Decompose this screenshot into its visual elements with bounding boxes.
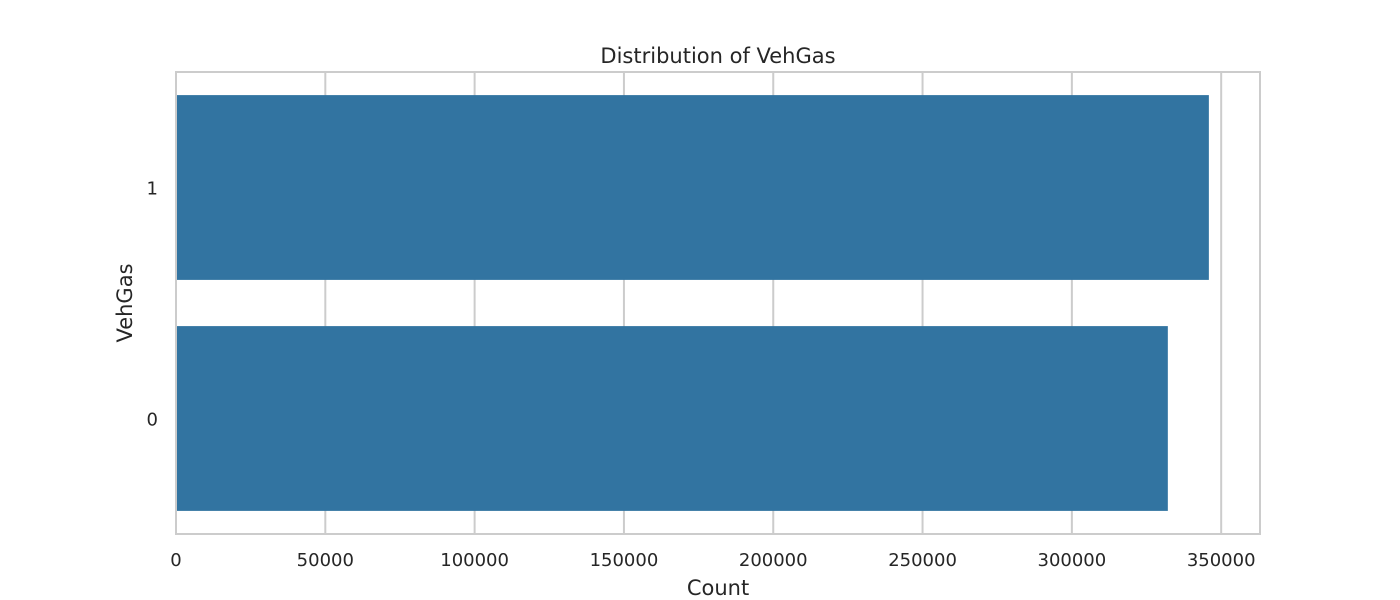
x-tick-label: 100000 bbox=[440, 550, 509, 571]
x-tick-label: 0 bbox=[170, 550, 181, 571]
x-tick-label: 250000 bbox=[888, 550, 957, 571]
bar-0 bbox=[176, 326, 1168, 511]
x-axis-ticks: 0 50000 100000 150000 200000 250000 300000 3500… bbox=[170, 550, 1255, 571]
x-tick-label: 150000 bbox=[590, 550, 659, 571]
bars bbox=[176, 95, 1209, 511]
y-axis-ticks: 10 bbox=[147, 179, 158, 431]
x-tick-label: 200000 bbox=[739, 550, 808, 571]
bar-1 bbox=[176, 95, 1209, 280]
x-tick-label: 350000 bbox=[1187, 550, 1256, 571]
x-tick-label: 50000 bbox=[297, 550, 354, 571]
y-tick-label: 0 bbox=[147, 410, 158, 431]
chart-title: Distribution of VehGas bbox=[600, 44, 835, 68]
x-tick-label: 300000 bbox=[1038, 550, 1107, 571]
x-axis-label: Count bbox=[687, 576, 749, 600]
y-axis-label: VehGas bbox=[113, 263, 137, 342]
y-tick-label: 1 bbox=[147, 179, 158, 200]
plot-frame bbox=[175, 71, 1261, 535]
